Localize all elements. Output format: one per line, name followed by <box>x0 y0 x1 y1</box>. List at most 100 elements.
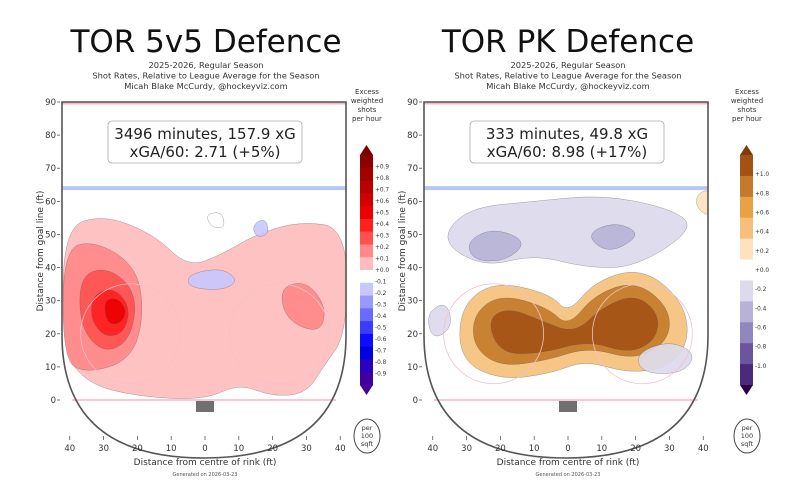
stats-box <box>107 120 303 164</box>
colorbar-title: shots <box>358 106 377 114</box>
y-tick-label: 40 <box>407 264 418 274</box>
colorbar-tick-label: -0.2 <box>755 287 767 293</box>
colorbar-segment <box>740 155 753 177</box>
colorbar-segment <box>360 180 373 194</box>
colorbar-tick-label: -0.6 <box>375 337 387 343</box>
colorbar-segment <box>360 372 373 386</box>
colorbar-title: per hour <box>732 115 762 123</box>
y-tick-label: 10 <box>45 363 56 373</box>
colorbar-segment <box>360 218 373 233</box>
colorbar-tick-label: +0.2 <box>755 249 769 255</box>
faceoff-circle <box>443 283 545 385</box>
unit-badge-text: per <box>362 424 373 432</box>
y-tick-label: 70 <box>45 164 56 174</box>
x-tick-label: 20 <box>630 444 641 454</box>
contour-region <box>253 220 269 237</box>
y-tick-label: 30 <box>45 297 56 307</box>
y-tick-label: 50 <box>407 230 418 240</box>
colorbar-segment <box>360 321 373 335</box>
colorbar-title: Excess <box>355 88 379 96</box>
y-tick-label: 10 <box>407 363 418 373</box>
colorbar-segment <box>360 155 373 169</box>
colorbar-tick-label: -0.4 <box>755 306 767 312</box>
contour-region <box>187 269 235 290</box>
colorbar-segment <box>740 364 753 386</box>
x-axis-label: Distance from centre of rink (ft) <box>134 458 277 468</box>
unit-badge-text: sqft <box>741 440 754 448</box>
chart-subtitle: Shot Rates, Relative to League Average f… <box>92 71 319 81</box>
colorbar-title: shots <box>738 106 757 114</box>
colorbar-tick-label: +0.1 <box>375 257 389 263</box>
goal-net <box>196 401 214 412</box>
colorbar-segment <box>740 301 753 323</box>
colorbar-tick-label: -0.7 <box>375 349 387 355</box>
colorbar-segment <box>360 346 373 360</box>
x-tick-label: 0 <box>202 444 207 454</box>
chart-subtitle: Micah Blake McCurdy, @hockeyviz.com <box>124 81 287 91</box>
contour-region <box>490 297 659 354</box>
x-tick-label: 30 <box>301 444 312 454</box>
unit-badge-text: 100 <box>741 432 753 440</box>
colorbar-segment <box>360 308 373 322</box>
stats-line: xGA/60: 2.71 (+5%) <box>130 143 281 161</box>
rink-boards <box>61 101 347 459</box>
y-tick-label: 20 <box>407 330 418 340</box>
unit-badge-text: sqft <box>361 440 374 448</box>
colorbar-segment <box>360 193 373 207</box>
x-tick-label: 10 <box>233 444 244 454</box>
colorbar-segment <box>740 238 753 261</box>
goal-net <box>559 401 577 412</box>
heatmap-contours <box>62 212 346 399</box>
colorbar-extend-bottom <box>740 385 753 395</box>
y-tick-label: 90 <box>407 98 418 108</box>
stats-box <box>469 120 665 164</box>
colorbar-segment <box>360 270 373 284</box>
contour-region <box>591 224 636 250</box>
chart-title: TOR PK Defence <box>441 24 694 60</box>
colorbar-segment <box>740 259 753 281</box>
y-tick-label: 30 <box>407 297 418 307</box>
colorbar-tick-label: -0.9 <box>375 372 387 378</box>
y-tick-label: 0 <box>413 396 418 406</box>
y-tick-label: 60 <box>407 197 418 207</box>
faceoff-circle <box>228 283 330 385</box>
colorbar-segment <box>740 196 753 219</box>
colorbar-tick-label: +0.8 <box>375 176 389 182</box>
chart-subtitle: 2025-2026, Regular Season <box>148 60 263 70</box>
colorbar-segment <box>360 257 373 271</box>
contour-region <box>469 230 522 262</box>
faceoff-circle <box>591 283 693 385</box>
generated-date: Generated on 2026-03-23 <box>536 472 601 478</box>
x-tick-label: 30 <box>461 444 472 454</box>
chart-subtitle: Shot Rates, Relative to League Average f… <box>454 71 681 81</box>
chart-subtitle: 2025-2026, Regular Season <box>510 60 625 70</box>
stats-line: 3496 minutes, 157.9 xG <box>114 125 295 143</box>
contour-region <box>428 304 451 337</box>
colorbar-title: per hour <box>352 115 382 123</box>
colorbar-segment <box>740 175 753 198</box>
x-tick-label: 0 <box>565 444 570 454</box>
colorbar-tick-label: -0.2 <box>375 291 387 297</box>
colorbar-segment <box>360 295 373 309</box>
unit-badge <box>733 418 761 454</box>
x-tick-label: 40 <box>335 444 346 454</box>
rink-boards <box>423 101 709 459</box>
colorbar-tick-label: -0.6 <box>755 326 767 332</box>
faceoff-circle <box>80 283 182 385</box>
contour-region <box>638 343 693 374</box>
colorbar-tick-label: +0.0 <box>375 268 389 274</box>
contour-region <box>207 212 225 229</box>
y-tick-label: 40 <box>45 264 56 274</box>
y-tick-label: 70 <box>407 164 418 174</box>
colorbar-title: Excess <box>735 88 759 96</box>
colorbar-segment <box>360 167 373 182</box>
x-tick-label: 10 <box>529 444 540 454</box>
colorbar-segment <box>360 282 373 297</box>
colorbar-tick-label: -0.4 <box>375 314 387 320</box>
chart-subtitle: Micah Blake McCurdy, @hockeyviz.com <box>486 81 649 91</box>
colorbar-segment <box>360 244 373 258</box>
colorbar-extend-top <box>360 145 373 155</box>
y-tick-label: 90 <box>45 98 56 108</box>
colorbar-segment <box>360 333 373 348</box>
